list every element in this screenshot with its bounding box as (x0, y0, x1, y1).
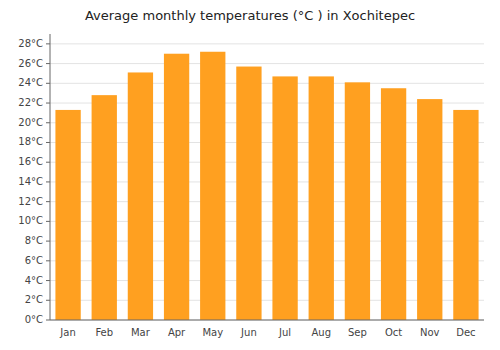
x-tick-label: Feb (95, 327, 113, 338)
y-tick (46, 63, 50, 64)
chart-container: Average monthly temperatures (°C ) in Xo… (0, 0, 500, 350)
y-tick-label: 2°C (25, 294, 43, 305)
title: Average monthly temperatures (°C ) in Xo… (85, 8, 415, 23)
bar (92, 95, 117, 320)
y-tick (46, 43, 50, 44)
y-tick-label: 14°C (18, 176, 43, 187)
y-tick (46, 280, 50, 281)
grid-line (50, 320, 484, 321)
y-tick-label: 16°C (18, 156, 43, 167)
x-tick-label: Nov (420, 327, 440, 338)
y-tick (46, 201, 50, 202)
y-tick-label: 4°C (25, 275, 43, 286)
y-tick-label: 6°C (25, 255, 43, 266)
bar (55, 110, 80, 320)
bar (164, 54, 189, 320)
bar (272, 76, 297, 320)
grid-line (50, 63, 484, 64)
bar (453, 110, 478, 320)
y-axis-line (50, 34, 51, 320)
x-tick-label: Aug (311, 327, 331, 338)
y-tick-label: 0°C (25, 314, 43, 325)
y-tick (46, 122, 50, 123)
x-axis: Jan Feb Mar Apr May Jun Jul Aug Sep Oct Nov Dec (50, 320, 484, 338)
x-tick-label: Jun (240, 327, 257, 338)
bar (381, 88, 406, 320)
chart-svg: Average monthly temperatures (°C ) in Xo… (0, 0, 500, 350)
y-tick (46, 241, 50, 242)
y-tick (46, 181, 50, 182)
y-tick (46, 83, 50, 84)
bar (417, 99, 442, 320)
y-tick-label: 8°C (25, 235, 43, 246)
y-tick (46, 320, 50, 321)
y-tick (46, 142, 50, 143)
y-tick-label: 10°C (18, 215, 43, 226)
y-tick-label: 22°C (18, 97, 43, 108)
grid (50, 44, 484, 320)
x-tick-label: May (202, 327, 223, 338)
x-tick-label: Oct (385, 327, 402, 338)
y-tick (46, 300, 50, 301)
y-tick-label: 24°C (18, 77, 43, 88)
bar (345, 82, 370, 320)
grid-line (50, 83, 484, 84)
y-tick-label: 20°C (18, 117, 43, 128)
y-tick (46, 260, 50, 261)
bar (236, 67, 261, 320)
y-tick (46, 103, 50, 104)
y-tick-label: 12°C (18, 196, 43, 207)
y-axis: 0°C 2°C 4°C 6°C 8°C 10°C 12°C 14°C 16°C 18°C 20°C 2… (18, 34, 50, 325)
x-tick-label: Jul (278, 327, 291, 338)
y-tick-label: 18°C (18, 136, 43, 147)
bars (55, 52, 478, 320)
bar (200, 52, 225, 320)
bar (309, 76, 334, 320)
y-tick-label: 28°C (18, 38, 43, 49)
x-tick-label: Jan (59, 327, 75, 338)
bar (128, 72, 153, 320)
x-tick-label: Mar (131, 327, 151, 338)
x-tick-label: Sep (348, 327, 367, 338)
y-tick (46, 221, 50, 222)
x-axis-line (50, 320, 484, 321)
y-tick-label: 26°C (18, 58, 43, 69)
y-tick (46, 162, 50, 163)
x-tick-label: Dec (456, 327, 475, 338)
x-tick-label: Apr (168, 327, 186, 338)
grid-line (50, 43, 484, 44)
